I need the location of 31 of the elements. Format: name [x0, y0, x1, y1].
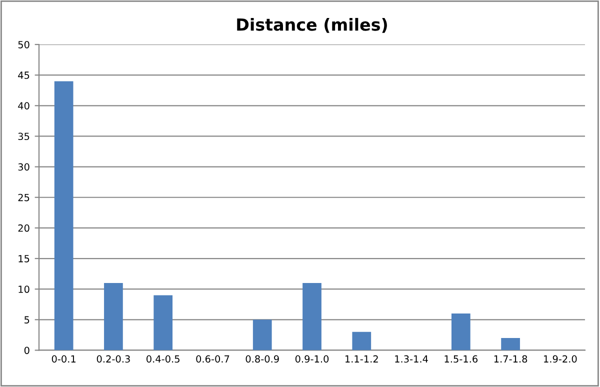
- y-tick-label: 5: [24, 316, 30, 324]
- bar: [302, 282, 322, 350]
- x-tick-label: 0.2-0.3: [96, 355, 130, 363]
- chart-title: Distance (miles): [237, 18, 387, 33]
- bar: [352, 332, 372, 350]
- y-tick-label: 20: [18, 224, 30, 232]
- y-tick-label: 15: [18, 255, 30, 262]
- bar: [252, 320, 272, 350]
- y-tick-label: 35: [18, 132, 30, 140]
- y-tick-label: 25: [18, 194, 30, 202]
- x-tick-label: 0.9-1.0: [295, 355, 329, 363]
- bar: [451, 314, 470, 350]
- x-tick-label: 0-0.1: [52, 355, 76, 363]
- x-tick-label: 1.1-1.2: [345, 355, 378, 362]
- x-tick-label: 1.5-1.6: [444, 355, 478, 363]
- x-tick-label: 1.9-2.0: [544, 355, 577, 363]
- x-tick-label: 0.4-0.5: [146, 355, 180, 363]
- bar: [104, 282, 123, 350]
- x-tick-label: 1.3-1.4: [395, 355, 428, 363]
- x-tick-label: 1.7-1.8: [494, 355, 528, 363]
- x-tick-label: 0.6-0.7: [196, 355, 230, 363]
- bar: [154, 295, 173, 350]
- y-tick-label: 45: [18, 72, 30, 79]
- x-tick-label: 0.8-0.9: [246, 355, 279, 363]
- bar: [501, 338, 520, 350]
- bar: [54, 81, 74, 350]
- y-tick-label: 30: [18, 163, 30, 171]
- y-tick-label: 40: [18, 102, 30, 110]
- y-tick-label: 0: [24, 346, 30, 354]
- y-tick-label: 10: [18, 286, 30, 293]
- y-tick-label: 50: [18, 40, 30, 48]
